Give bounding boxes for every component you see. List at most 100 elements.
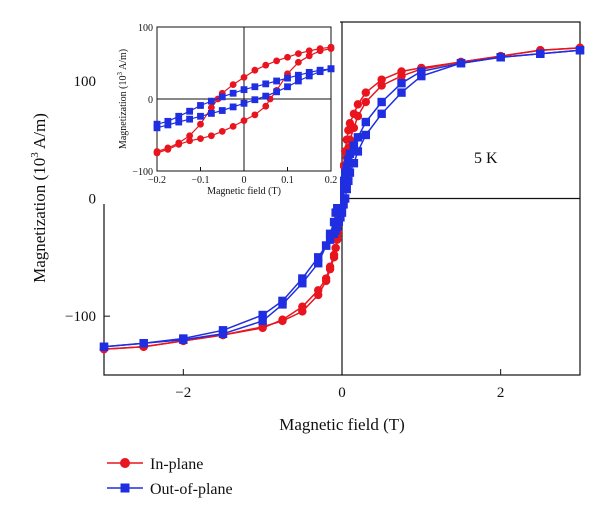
main-chart: −2 0 2 −100 0 100 5 K Magnetic field (T) Magn… bbox=[29, 21, 585, 434]
main-out-of-plane-point bbox=[333, 201, 342, 210]
main-out-of-plane-point bbox=[496, 53, 505, 62]
inset-in-plane-point bbox=[262, 61, 270, 69]
inset-in-plane-point bbox=[305, 52, 313, 60]
inset-in-plane-point bbox=[164, 144, 172, 152]
main-in-plane-point bbox=[377, 75, 386, 84]
main-out-of-plane-point bbox=[575, 46, 585, 55]
inset-out-of-plane-point bbox=[251, 83, 259, 91]
main-out-of-plane-point bbox=[99, 342, 109, 351]
inset-x-tick-label: −0.1 bbox=[191, 175, 209, 186]
main-out-of-plane-point bbox=[456, 58, 466, 68]
main-out-of-plane-point bbox=[339, 176, 348, 186]
main-out-of-plane-point bbox=[345, 168, 355, 177]
inset-in-plane-point bbox=[305, 47, 313, 55]
inset-in-plane-point bbox=[153, 148, 161, 155]
main-out-of-plane-point bbox=[337, 208, 347, 217]
inset-in-plane-point bbox=[327, 43, 335, 51]
main-in-plane-point bbox=[298, 302, 307, 311]
legend-out-of-plane-label: Out-of-plane bbox=[150, 481, 233, 498]
inset-in-plane-point bbox=[229, 122, 237, 130]
inset-y-tick-label: −100 bbox=[132, 167, 153, 178]
legend-entry-out-of-plane: Out-of-plane bbox=[107, 481, 233, 498]
inset-ticks-layer: −0.2 −0.1 0 0.1 0.2 −100 0 100 bbox=[132, 23, 337, 186]
main-in-plane-point bbox=[314, 286, 323, 295]
inset-in-plane-point bbox=[186, 137, 194, 145]
inset-out-of-plane-point bbox=[273, 88, 281, 96]
main-out-of-plane-point bbox=[333, 222, 342, 231]
main-out-of-plane-point bbox=[325, 229, 335, 238]
main-out-of-plane-point bbox=[314, 259, 323, 268]
inset-out-of-plane-point bbox=[284, 83, 291, 91]
main-out-of-plane-point bbox=[342, 162, 351, 171]
legend-out-of-plane-marker bbox=[120, 483, 130, 493]
inset-in-plane-point bbox=[229, 81, 237, 88]
main-out-of-plane-point bbox=[258, 316, 267, 326]
main-x-tick-label: 2 bbox=[497, 385, 505, 401]
inset-out-of-plane-point bbox=[316, 66, 324, 74]
inset-out-of-plane-point bbox=[197, 112, 204, 120]
inset-out-of-plane-point bbox=[186, 107, 194, 115]
main-in-plane-point bbox=[345, 118, 355, 128]
inset-in-plane-point bbox=[240, 117, 248, 124]
main-out-of-plane-point bbox=[377, 97, 386, 107]
main-out-of-plane-point bbox=[340, 194, 350, 203]
inset-out-of-plane-point bbox=[229, 89, 237, 97]
main-x-tick-label: −2 bbox=[175, 385, 191, 401]
main-y-axis-label-end: A/m) bbox=[30, 113, 49, 152]
main-in-plane-point bbox=[342, 135, 351, 144]
main-series-layer bbox=[99, 43, 585, 354]
main-x-tick-label: 0 bbox=[338, 385, 346, 401]
inset-y-tick-label: 0 bbox=[148, 95, 153, 106]
inset-in-plane-point bbox=[207, 104, 215, 112]
main-y-tick-label: −100 bbox=[65, 309, 96, 325]
main-out-of-plane-point bbox=[349, 141, 359, 150]
inset-in-plane-point bbox=[294, 50, 302, 58]
main-y-tick-label: 100 bbox=[74, 74, 97, 90]
main-out-of-plane-point bbox=[417, 71, 426, 81]
main-out-of-plane-point bbox=[218, 329, 228, 339]
main-out-of-plane-point bbox=[344, 176, 353, 186]
main-y-tick-label: 0 bbox=[89, 192, 97, 208]
inset-out-of-plane-point bbox=[305, 68, 313, 76]
main-out-of-plane-point bbox=[325, 235, 335, 244]
main-out-of-plane-point bbox=[339, 200, 348, 209]
inset-out-of-plane-point bbox=[262, 92, 270, 100]
main-out-of-plane-point bbox=[336, 188, 345, 197]
inset-x-tick-label: 0.2 bbox=[325, 175, 338, 186]
main-out-of-plane-point bbox=[377, 109, 386, 118]
inset-in-plane-point bbox=[294, 58, 302, 66]
inset-in-plane-point bbox=[284, 53, 291, 61]
main-in-plane-point bbox=[344, 126, 353, 135]
inset-out-of-plane-point bbox=[207, 97, 215, 105]
inset-out-of-plane-point bbox=[164, 117, 172, 125]
main-out-of-plane-point bbox=[353, 133, 363, 142]
legend: In-plane Out-of-plane bbox=[107, 456, 233, 498]
main-in-plane-point bbox=[397, 67, 406, 76]
inset-out-of-plane-point bbox=[153, 124, 161, 132]
main-ticks-layer: −2 0 2 −100 0 100 bbox=[65, 74, 504, 401]
inset-x-axis-label: Magnetic field (T) bbox=[207, 186, 281, 197]
inset-x-tick-label: 0.1 bbox=[281, 175, 294, 186]
main-out-of-plane-point bbox=[278, 300, 287, 309]
main-in-plane-point bbox=[377, 81, 386, 90]
main-out-of-plane-point bbox=[334, 217, 344, 227]
legend-in-plane-marker bbox=[120, 458, 130, 468]
inset-out-of-plane-point bbox=[273, 77, 281, 85]
inset-out-of-plane-point bbox=[284, 74, 291, 82]
main-in-plane-point bbox=[331, 243, 340, 253]
main-out-of-plane-point bbox=[321, 241, 331, 250]
inset-chart: −0.2 −0.1 0 0.1 0.2 −100 0 100 Magnetic field (… bbox=[100, 18, 340, 204]
inset-in-plane-point bbox=[240, 74, 248, 81]
inset-in-plane-point bbox=[251, 111, 259, 119]
main-in-plane-point bbox=[361, 88, 370, 97]
inset-in-plane-point bbox=[273, 57, 281, 65]
main-out-of-plane-point bbox=[397, 78, 406, 88]
inset-y-axis-label-base: Magnetization (10 bbox=[118, 75, 129, 149]
inset-out-of-plane-point bbox=[305, 72, 313, 80]
inset-out-of-plane-point bbox=[207, 110, 215, 117]
main-in-plane-point bbox=[329, 250, 339, 260]
inset-out-of-plane-point bbox=[262, 80, 270, 88]
inset-x-tick-label: 0 bbox=[242, 175, 247, 186]
main-out-of-plane-point bbox=[337, 182, 347, 191]
main-y-axis-label-sup: 3 bbox=[29, 152, 41, 158]
